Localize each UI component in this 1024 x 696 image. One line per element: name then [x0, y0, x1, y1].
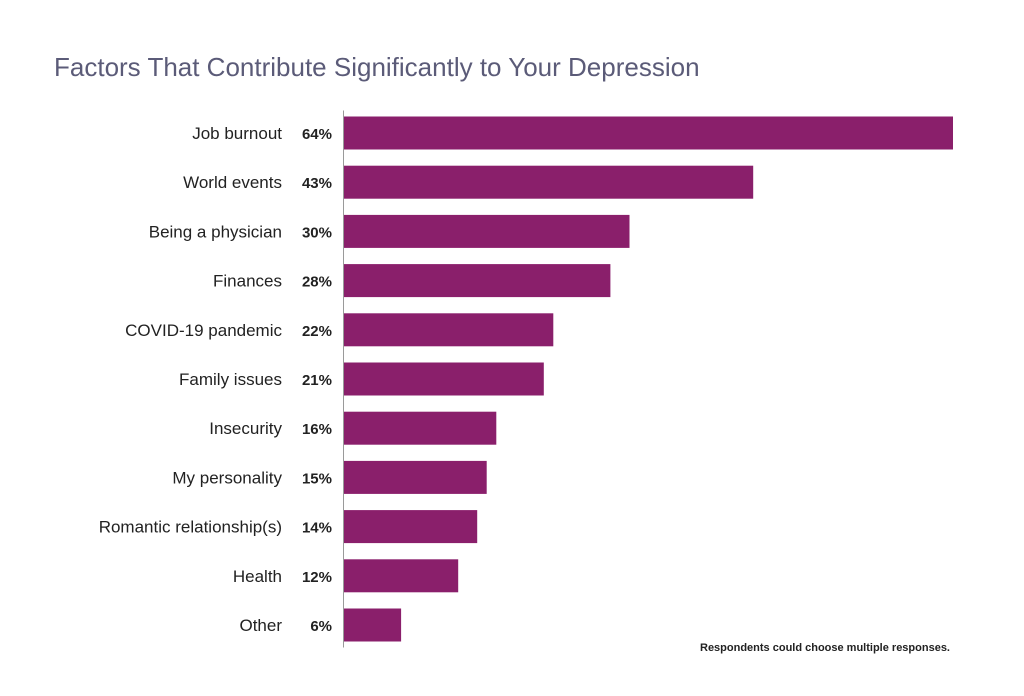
- category-label: COVID-19 pandemic: [125, 321, 282, 340]
- value-label: 30%: [302, 224, 332, 241]
- chart-footnote: Respondents could choose multiple respon…: [700, 642, 950, 654]
- value-label: 28%: [302, 274, 332, 291]
- category-label: World events: [183, 173, 282, 192]
- category-label: Family issues: [179, 370, 282, 389]
- bar-insecurity: [344, 411, 497, 445]
- labels-layer: Job burnout 64% World events 43% Being a phy…: [99, 124, 332, 635]
- category-label: Romantic relationship(s): [99, 518, 282, 537]
- value-label: 6%: [310, 618, 332, 635]
- bar-family-issues: [344, 362, 544, 396]
- value-label: 16%: [302, 421, 332, 438]
- bar-finances: [344, 264, 611, 298]
- value-label: 14%: [302, 520, 332, 537]
- value-label: 22%: [302, 323, 332, 340]
- value-label: 15%: [302, 470, 332, 487]
- category-label: Insecurity: [209, 419, 282, 438]
- value-label: 43%: [302, 175, 332, 192]
- bar-job-burnout: [344, 116, 953, 150]
- value-label: 12%: [302, 569, 332, 586]
- category-label: Other: [239, 616, 282, 635]
- category-label: Health: [233, 567, 282, 586]
- value-label: 21%: [302, 372, 332, 389]
- chart-title: Factors That Contribute Significantly to…: [54, 52, 700, 82]
- bars-layer: [344, 116, 953, 642]
- bar-world-events: [344, 165, 754, 199]
- category-label: Job burnout: [192, 124, 282, 143]
- bar-romantic-relationship-s: [344, 510, 478, 544]
- bar-other: [344, 608, 402, 642]
- category-label: My personality: [172, 468, 282, 487]
- bar-covid-19-pandemic: [344, 313, 554, 347]
- bar-my-personality: [344, 460, 487, 494]
- bar-health: [344, 559, 459, 593]
- value-label: 64%: [302, 126, 332, 143]
- bar-being-a-physician: [344, 214, 630, 248]
- category-label: Finances: [213, 272, 282, 291]
- category-label: Being a physician: [149, 222, 282, 241]
